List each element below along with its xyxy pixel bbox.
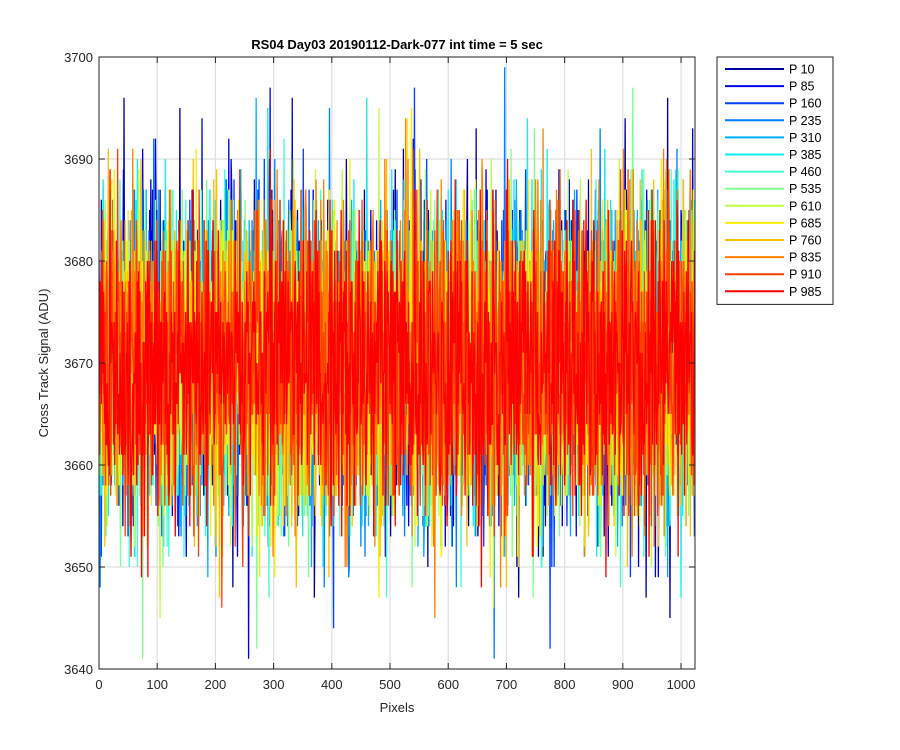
legend-label: P 685 — [789, 216, 821, 230]
legend-label: P 85 — [789, 80, 815, 94]
legend-label: P 160 — [789, 97, 821, 111]
x-tick-label: 300 — [263, 677, 285, 692]
series-lines — [99, 67, 695, 659]
x-tick-label: 100 — [146, 677, 168, 692]
legend-label: P 535 — [789, 182, 821, 196]
y-tick-label: 3690 — [64, 152, 93, 167]
x-axis-label: Pixels — [380, 700, 415, 715]
axis-ticks: 0 100 200 300 400 500 600 700 800 900 1000 3640 3650… — [64, 50, 695, 692]
series-line-p985 — [99, 148, 695, 588]
x-tick-label: 200 — [205, 677, 227, 692]
y-tick-label: 3650 — [64, 560, 93, 575]
legend-label: P 310 — [789, 131, 821, 145]
x-tick-label: 1000 — [667, 677, 696, 692]
legend-box — [716, 56, 834, 305]
legend-label: P 610 — [789, 199, 821, 213]
legend-label: P 460 — [789, 165, 821, 179]
y-tick-label: 3700 — [64, 50, 93, 65]
y-tick-label: 3640 — [64, 662, 93, 677]
y-tick-label: 3670 — [64, 356, 93, 371]
legend-label: P 760 — [789, 234, 821, 248]
legend-label: P 235 — [789, 114, 821, 128]
x-tick-label: 800 — [554, 677, 576, 692]
x-tick-label: 600 — [437, 677, 459, 692]
y-axis-label: Cross Track Signal (ADU) — [36, 289, 51, 438]
legend-label: P 385 — [789, 148, 821, 162]
x-tick-label: 700 — [496, 677, 518, 692]
y-tick-label: 3680 — [64, 254, 93, 269]
x-tick-label: 900 — [612, 677, 634, 692]
legend-label: P 910 — [789, 268, 821, 282]
y-tick-label: 3660 — [64, 458, 93, 473]
legend-label: P 985 — [789, 285, 821, 299]
legend-label: P 10 — [789, 63, 815, 77]
legend-label: P 835 — [789, 251, 821, 265]
x-tick-label: 0 — [95, 677, 102, 692]
chart-title: RS04 Day03 20190112-Dark-077 int time = … — [251, 37, 543, 52]
legend: P 10 P 85 P 160 P 235 P 310 P 385 P 460 P 535 P … — [716, 56, 834, 305]
x-tick-label: 400 — [321, 677, 343, 692]
x-tick-label: 500 — [379, 677, 401, 692]
